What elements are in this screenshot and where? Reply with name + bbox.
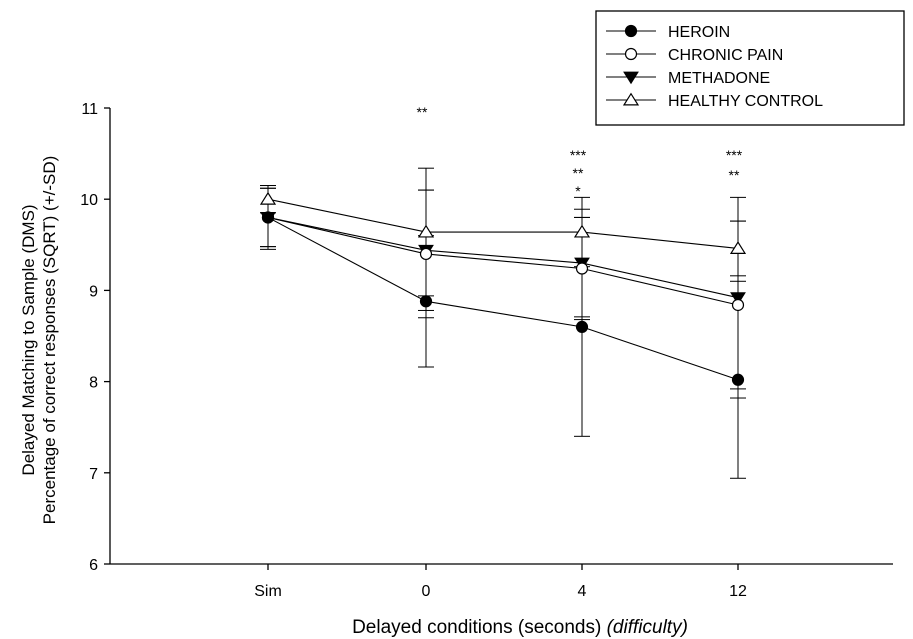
legend-marker (624, 24, 638, 38)
legend-entry: CHRONIC PAIN (606, 47, 783, 64)
significance-marker: ** (417, 104, 428, 120)
significance-marker: * (575, 183, 581, 199)
y-tick-label: 11 (81, 101, 98, 118)
data-point (731, 298, 745, 312)
legend-label: HEALTHY CONTROL (668, 93, 823, 110)
series-line (267, 216, 739, 306)
y-axis: 6 7 8 9 10 11 (80, 101, 111, 574)
data-point (575, 320, 589, 333)
data-point (259, 191, 277, 205)
series-line (267, 216, 739, 381)
y-tick-label: 10 (80, 192, 98, 209)
significance-marker: ** (573, 165, 584, 181)
legend-marker (624, 47, 638, 61)
legend-label: HEROIN (668, 24, 730, 41)
x-axis: Sim 0 4 12 (110, 563, 893, 600)
data-point (417, 224, 435, 238)
data-point (419, 295, 433, 308)
data-points (259, 191, 747, 386)
data-point (261, 211, 275, 224)
error-bars (260, 167, 746, 479)
legend-label: CHRONIC PAIN (668, 47, 783, 64)
data-point (729, 241, 747, 254)
y-tick-label: 9 (89, 283, 98, 300)
legend-entry: HEROIN (606, 24, 730, 41)
x-axis-title-main: Delayed conditions (seconds) (352, 617, 601, 638)
x-tick-label: 0 (422, 583, 431, 600)
data-point (419, 247, 433, 261)
legend-entry: METHADONE (606, 70, 770, 87)
data-point (730, 292, 746, 305)
legend-entry: HEALTHY CONTROL (606, 92, 823, 110)
legend-label: METHADONE (668, 70, 770, 87)
data-point (575, 262, 589, 275)
significance-marker: *** (570, 147, 587, 163)
y-tick-label: 6 (89, 557, 98, 574)
legend-marker (622, 92, 640, 106)
legend: HEROIN CHRONIC PAIN METHADONE HEALTHY CONTR… (595, 10, 905, 126)
series-line (267, 216, 739, 299)
y-axis-title-line-1: Delayed Matching to Sample (DMS) (19, 204, 38, 475)
significance-marker: ** (729, 167, 740, 183)
data-point (731, 373, 745, 386)
y-axis-title: Delayed Matching to Sample (DMS) Percent… (19, 156, 59, 525)
significance-marker: *** (726, 147, 743, 163)
x-tick-label: Sim (254, 583, 282, 600)
legend-marker (623, 71, 639, 85)
series-line (267, 198, 739, 249)
legend-box (595, 10, 905, 126)
y-axis-title-line-2: Percentage of correct responses (SQRT) (… (40, 156, 59, 525)
x-tick-label: 4 (578, 583, 587, 600)
data-point (573, 224, 591, 238)
significance-annotations: ************* (417, 104, 743, 199)
x-tick-label: 12 (729, 583, 747, 600)
y-tick-label: 8 (89, 375, 98, 392)
y-tick-label: 7 (89, 466, 98, 483)
series-lines (267, 198, 739, 381)
x-axis-title: Delayed conditions (seconds) (difficulty… (352, 617, 688, 638)
x-axis-title-italic: (difficulty) (607, 617, 688, 638)
